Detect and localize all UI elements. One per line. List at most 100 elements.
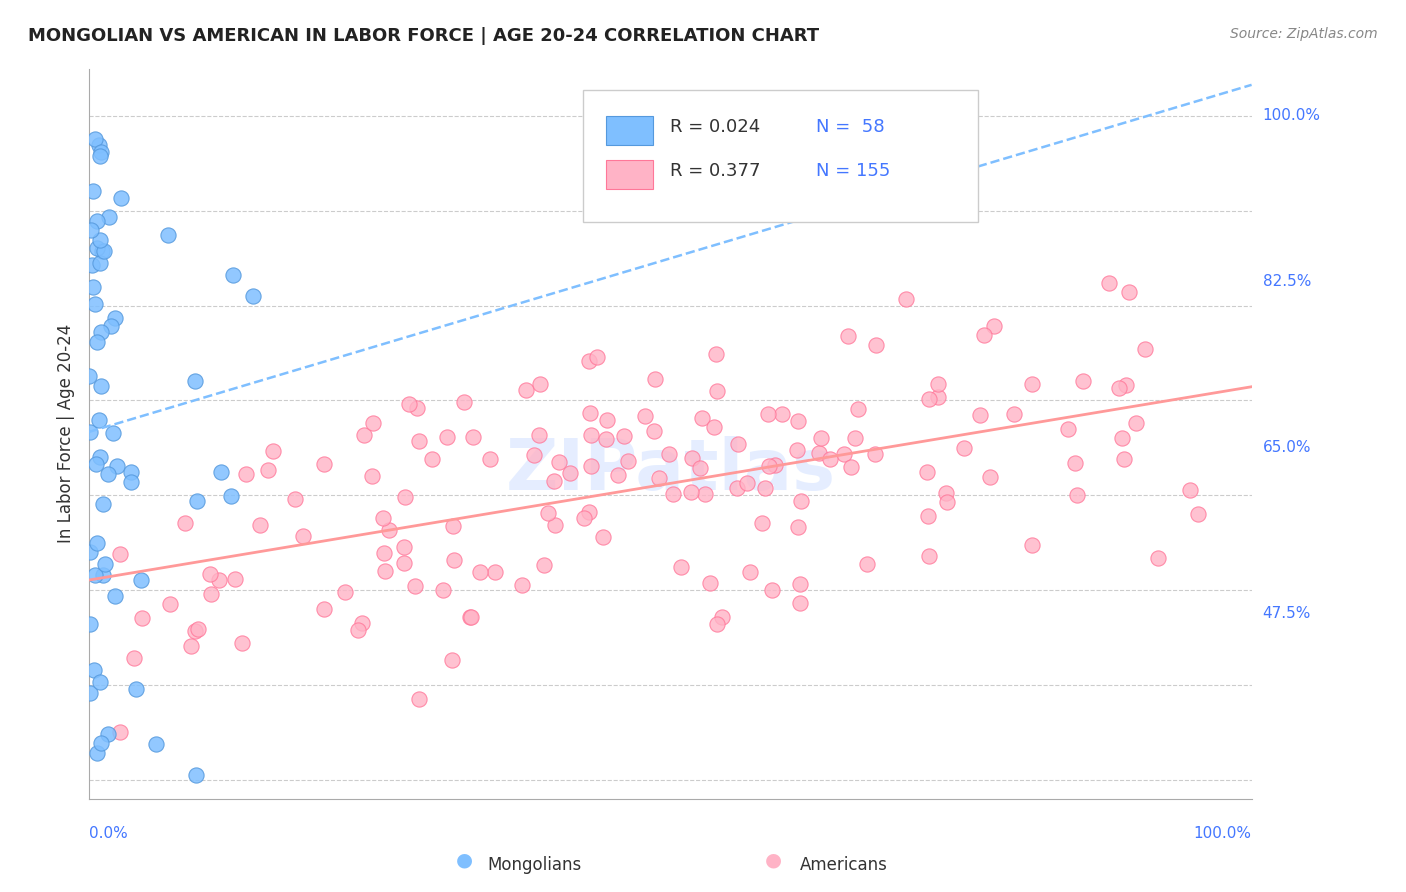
Point (145, 737, 167, 751)
Point (969, 408, 991, 422)
Point (187, 622, 209, 636)
Point (738, 566, 761, 580)
Point (104, 310, 127, 325)
Text: ZIPatlas: ZIPatlas (505, 435, 835, 505)
Point (758, 459, 780, 474)
Point (89, 256, 111, 270)
Point (184, 375, 207, 389)
Point (643, 425, 665, 439)
Point (846, 402, 869, 417)
Point (173, 516, 195, 530)
Point (865, 338, 887, 352)
Text: N =  58: N = 58 (815, 118, 884, 136)
Point (613, 429, 636, 443)
Point (461, 430, 484, 444)
Point (763, 458, 786, 472)
Point (90, 736, 112, 750)
Point (735, 475, 758, 490)
Point (856, 557, 879, 571)
Point (107, 459, 129, 474)
Point (807, 446, 830, 460)
Text: R = 0.377: R = 0.377 (671, 161, 761, 179)
Point (754, 481, 776, 495)
Point (346, 623, 368, 637)
Point (770, 407, 793, 421)
Point (408, 692, 430, 706)
Point (257, 463, 280, 477)
Point (1146, 551, 1168, 566)
Point (89, 233, 111, 247)
Point (1108, 380, 1130, 394)
Point (1111, 431, 1133, 445)
Point (350, 615, 373, 630)
Point (125, 681, 148, 696)
Point (917, 508, 939, 523)
Point (725, 481, 748, 495)
Point (86, 535, 108, 549)
Point (681, 450, 703, 465)
Point (100, 319, 122, 334)
Point (818, 452, 841, 467)
Point (699, 576, 721, 591)
Point (86, 241, 108, 255)
Point (159, 598, 181, 612)
Point (607, 468, 630, 483)
Point (432, 583, 454, 598)
Point (420, 451, 443, 466)
Point (84, 457, 107, 471)
Point (710, 610, 733, 624)
Point (661, 487, 683, 501)
Point (353, 428, 375, 442)
Point (558, 466, 581, 480)
Point (443, 553, 465, 567)
Point (761, 582, 783, 597)
Point (529, 376, 551, 391)
Point (786, 442, 808, 457)
Point (441, 653, 464, 667)
Point (578, 505, 600, 519)
Point (378, 523, 401, 537)
Point (184, 624, 207, 638)
Point (918, 392, 941, 407)
Point (122, 651, 145, 665)
Point (865, 446, 887, 460)
Point (952, 441, 974, 455)
Point (839, 460, 862, 475)
Point (79, 685, 101, 699)
Text: R = 0.024: R = 0.024 (671, 118, 761, 136)
Point (572, 510, 595, 524)
Point (110, 191, 132, 205)
Point (79, 616, 101, 631)
Point (548, 455, 571, 469)
Point (89, 138, 111, 153)
Point (398, 396, 420, 410)
Point (585, 350, 607, 364)
Point (648, 471, 671, 485)
Bar (606, 160, 652, 189)
FancyBboxPatch shape (583, 90, 979, 222)
Point (915, 465, 938, 479)
Point (120, 465, 142, 479)
Point (93, 244, 115, 258)
Point (592, 531, 614, 545)
Point (543, 474, 565, 488)
Point (693, 486, 716, 500)
Text: 82.5%: 82.5% (1263, 275, 1310, 289)
Point (404, 579, 426, 593)
Point (644, 372, 666, 386)
Point (77, 369, 100, 384)
Point (775, 128, 797, 142)
Point (86, 214, 108, 228)
Point (936, 495, 959, 509)
Point (374, 564, 396, 578)
Text: ●: ● (456, 851, 472, 870)
Point (83, 296, 105, 310)
Text: 100.0%: 100.0% (1263, 109, 1320, 123)
Point (810, 431, 832, 445)
Point (235, 467, 257, 482)
Point (120, 475, 142, 490)
Point (90, 145, 112, 160)
Point (529, 428, 551, 442)
Point (231, 635, 253, 649)
Point (224, 572, 246, 586)
